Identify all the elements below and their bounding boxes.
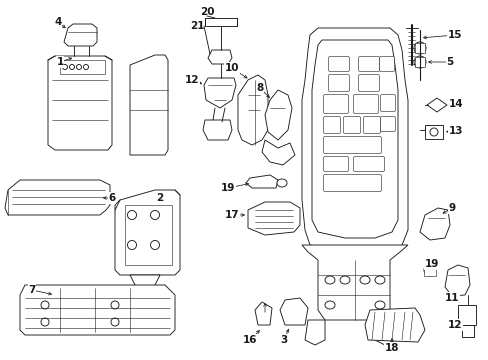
Bar xyxy=(461,325,473,337)
Polygon shape xyxy=(311,40,397,238)
Polygon shape xyxy=(262,140,294,165)
FancyBboxPatch shape xyxy=(323,157,348,171)
Text: 10: 10 xyxy=(224,63,239,73)
Text: 6: 6 xyxy=(108,193,115,203)
Text: 5: 5 xyxy=(446,57,453,67)
Polygon shape xyxy=(302,245,407,320)
Polygon shape xyxy=(426,98,446,112)
Text: 19: 19 xyxy=(424,259,438,269)
Text: 11: 11 xyxy=(444,293,458,303)
Text: 4: 4 xyxy=(54,17,61,27)
Polygon shape xyxy=(115,190,180,275)
Polygon shape xyxy=(127,211,136,220)
Polygon shape xyxy=(127,240,136,249)
Polygon shape xyxy=(325,301,334,309)
Polygon shape xyxy=(62,64,67,69)
Text: 20: 20 xyxy=(199,7,214,17)
Text: 1: 1 xyxy=(56,57,63,67)
Polygon shape xyxy=(207,50,231,64)
Polygon shape xyxy=(374,320,394,345)
Text: 9: 9 xyxy=(447,203,455,213)
Polygon shape xyxy=(76,64,81,69)
Polygon shape xyxy=(130,55,168,155)
Polygon shape xyxy=(83,64,88,69)
Polygon shape xyxy=(20,285,175,335)
Polygon shape xyxy=(48,56,112,150)
Polygon shape xyxy=(413,42,425,54)
Text: 16: 16 xyxy=(242,335,257,345)
Polygon shape xyxy=(111,318,119,326)
Text: 17: 17 xyxy=(224,210,239,220)
Polygon shape xyxy=(444,265,469,296)
Polygon shape xyxy=(111,301,119,309)
Polygon shape xyxy=(130,275,160,290)
Polygon shape xyxy=(280,298,307,325)
FancyBboxPatch shape xyxy=(353,157,384,171)
Text: 8: 8 xyxy=(256,83,263,93)
Text: 19: 19 xyxy=(221,183,235,193)
Polygon shape xyxy=(305,320,325,345)
Polygon shape xyxy=(150,240,159,249)
Polygon shape xyxy=(423,264,435,276)
Bar xyxy=(414,57,424,67)
Polygon shape xyxy=(41,318,49,326)
Polygon shape xyxy=(64,24,97,46)
Polygon shape xyxy=(413,56,425,68)
FancyBboxPatch shape xyxy=(323,95,348,113)
Bar xyxy=(204,18,237,26)
Bar xyxy=(423,264,435,276)
FancyBboxPatch shape xyxy=(358,75,379,91)
Polygon shape xyxy=(245,175,278,188)
Polygon shape xyxy=(364,308,424,342)
Text: 7: 7 xyxy=(28,285,36,295)
Bar xyxy=(414,43,424,53)
Text: 18: 18 xyxy=(384,343,398,353)
Polygon shape xyxy=(374,276,384,284)
Text: 2: 2 xyxy=(156,193,163,203)
Text: 12: 12 xyxy=(447,320,461,330)
Polygon shape xyxy=(150,211,159,220)
Polygon shape xyxy=(254,302,271,325)
Polygon shape xyxy=(247,202,299,235)
Polygon shape xyxy=(429,128,437,136)
FancyBboxPatch shape xyxy=(323,175,381,192)
Polygon shape xyxy=(359,276,369,284)
Polygon shape xyxy=(203,120,231,140)
FancyBboxPatch shape xyxy=(358,57,379,72)
Bar xyxy=(457,305,475,325)
Text: 14: 14 xyxy=(448,99,462,109)
Polygon shape xyxy=(302,28,407,252)
Polygon shape xyxy=(203,78,236,108)
Text: 12: 12 xyxy=(184,75,199,85)
FancyBboxPatch shape xyxy=(323,136,381,153)
FancyBboxPatch shape xyxy=(328,57,349,72)
FancyBboxPatch shape xyxy=(328,75,349,91)
Polygon shape xyxy=(339,276,349,284)
Bar xyxy=(125,205,172,265)
Text: 13: 13 xyxy=(448,126,462,136)
Text: 15: 15 xyxy=(447,30,461,40)
Polygon shape xyxy=(325,276,334,284)
FancyBboxPatch shape xyxy=(353,95,378,113)
Text: 3: 3 xyxy=(280,335,287,345)
Polygon shape xyxy=(374,301,384,309)
Polygon shape xyxy=(41,301,49,309)
FancyBboxPatch shape xyxy=(323,117,340,134)
FancyBboxPatch shape xyxy=(380,117,395,131)
Polygon shape xyxy=(5,180,110,215)
Polygon shape xyxy=(238,75,267,145)
Bar xyxy=(424,125,442,139)
FancyBboxPatch shape xyxy=(380,95,395,112)
Polygon shape xyxy=(264,90,291,140)
Polygon shape xyxy=(419,208,449,240)
Polygon shape xyxy=(69,64,74,69)
FancyBboxPatch shape xyxy=(379,57,394,72)
FancyBboxPatch shape xyxy=(363,117,380,134)
Polygon shape xyxy=(276,179,286,187)
Bar xyxy=(60,60,105,74)
Text: 21: 21 xyxy=(189,21,204,31)
FancyBboxPatch shape xyxy=(343,117,360,134)
